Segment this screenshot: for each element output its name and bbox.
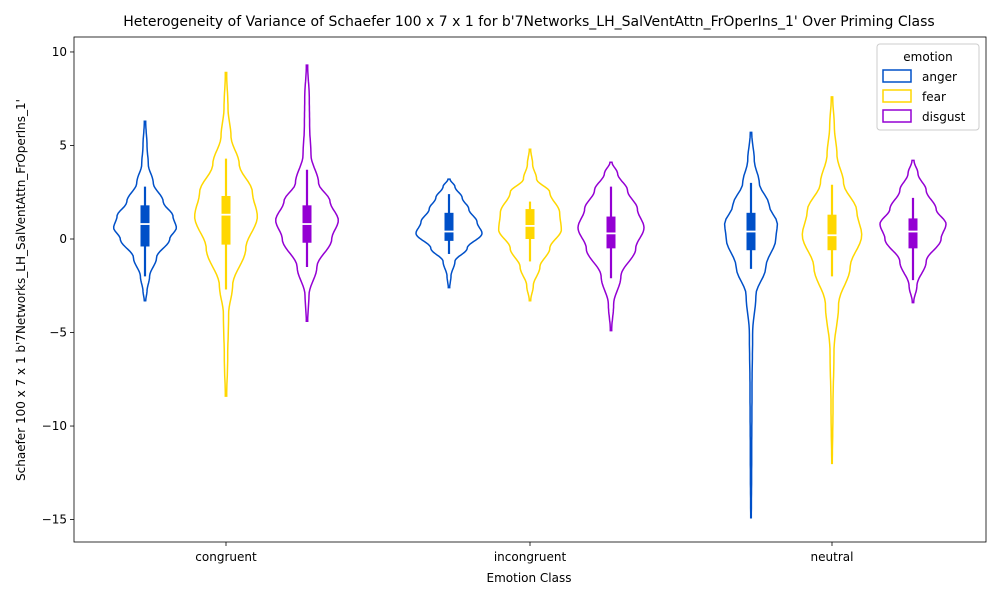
x-tick-label: incongruent (494, 550, 567, 564)
x-tick-label: congruent (195, 550, 257, 564)
violins-layer (112, 64, 947, 519)
violin-fear-neutral (801, 96, 863, 465)
iqr-box-fear-congruent (221, 195, 231, 245)
iqr-box-anger-congruent (140, 205, 150, 247)
legend-title: emotion (903, 50, 952, 64)
iqr-box-disgust-neutral (908, 218, 918, 249)
iqr-box-fear-incongruent (525, 209, 535, 239)
legend-entries: anger fear disgust (882, 69, 966, 124)
legend-label-fear: fear (922, 90, 946, 104)
legend-frame (876, 43, 980, 131)
iqr-box-disgust-incongruent (606, 216, 616, 249)
y-tick-label: 10 (52, 45, 67, 59)
y-tick-label: −10 (42, 419, 67, 433)
legend-label-disgust: disgust (922, 110, 966, 124)
legend-swatch-disgust (882, 109, 912, 123)
y-tick-label: 0 (59, 232, 67, 246)
chart-title: Heterogeneity of Variance of Schaefer 10… (123, 14, 934, 30)
iqr-box-fear-neutral (827, 214, 837, 251)
violin-anger-neutral (723, 131, 779, 519)
y-axis-label: Schaefer 100 x 7 x 1 b'7Networks_LH_SalV… (14, 99, 28, 481)
legend-label-anger: anger (922, 70, 957, 84)
y-tick-label: −5 (49, 326, 67, 340)
x-tick-label: neutral (811, 550, 854, 564)
legend: emotion anger fear disgust (876, 43, 980, 131)
x-axis-ticks: congruent incongruent neutral (195, 542, 853, 564)
y-axis-ticks: −15 −10 −5 0 5 10 (42, 45, 74, 527)
iqr-box-anger-incongruent (444, 212, 454, 241)
x-axis-label: Emotion Class (487, 571, 572, 585)
y-tick-label: 5 (59, 138, 67, 152)
legend-swatch-anger (882, 69, 912, 83)
y-tick-label: −15 (42, 513, 67, 527)
legend-swatch-fear (882, 89, 912, 103)
